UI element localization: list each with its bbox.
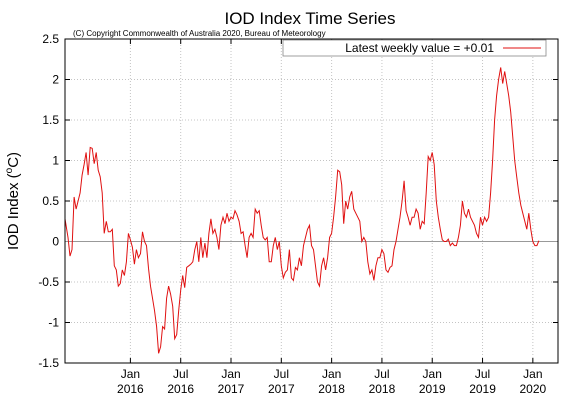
grid xyxy=(65,39,558,363)
y-tick-label: 2 xyxy=(52,73,59,87)
x-tick-label-year: 2018 xyxy=(318,382,345,396)
y-axis-label-degree: o xyxy=(4,167,15,173)
x-tick-label-month: Jan xyxy=(523,367,542,381)
y-tick-label: -0.5 xyxy=(38,275,59,289)
y-tick-label: -1 xyxy=(48,316,59,330)
x-tick-label-year: 2017 xyxy=(268,382,295,396)
y-tick-label: 2.5 xyxy=(42,32,59,46)
y-axis-label-main: IOD Index ( xyxy=(5,173,22,250)
x-tick-label-month: Jan xyxy=(322,367,341,381)
x-tick-label-month: Jan xyxy=(121,367,140,381)
x-tick-label-year: 2020 xyxy=(519,382,546,396)
y-tick-label: 0.5 xyxy=(42,194,59,208)
x-tick-label-year: 2017 xyxy=(218,382,245,396)
y-axis-label-unit: C) xyxy=(5,152,22,168)
x-tick-label-month: Jan xyxy=(221,367,240,381)
legend-label: Latest weekly value = +0.01 xyxy=(345,41,494,55)
y-tick-label: -1.5 xyxy=(38,356,59,370)
y-axis-label: IOD Index (oC) xyxy=(4,152,22,250)
chart-title: IOD Index Time Series xyxy=(224,9,395,28)
legend-box xyxy=(282,39,547,57)
y-tick-label: 0 xyxy=(52,235,59,249)
x-tick-label-year: 2019 xyxy=(469,382,496,396)
x-tick-label-month: Jul xyxy=(274,367,289,381)
legend: Latest weekly value = +0.01 xyxy=(282,39,547,57)
x-tick-label-year: 2016 xyxy=(117,382,144,396)
x-tick-label-month: Jan xyxy=(423,367,442,381)
x-tick-label-month: Jul xyxy=(374,367,389,381)
x-tick-label-year: 2019 xyxy=(419,382,446,396)
x-tick-label-year: 2016 xyxy=(167,382,194,396)
y-tick-label: 1 xyxy=(52,154,59,168)
x-tick-label-year: 2018 xyxy=(369,382,396,396)
axis-ticks: -1.5-1-0.500.511.522.5Jan2016Jul2016Jan2… xyxy=(38,32,558,396)
x-tick-label-month: Jul xyxy=(173,367,188,381)
chart-subtitle: (C) Copyright Commonwealth of Australia … xyxy=(73,29,326,38)
iod-series-line xyxy=(64,67,540,354)
x-tick-label-month: Jul xyxy=(475,367,490,381)
y-tick-label: 1.5 xyxy=(42,113,59,127)
plot-frame xyxy=(64,38,559,364)
